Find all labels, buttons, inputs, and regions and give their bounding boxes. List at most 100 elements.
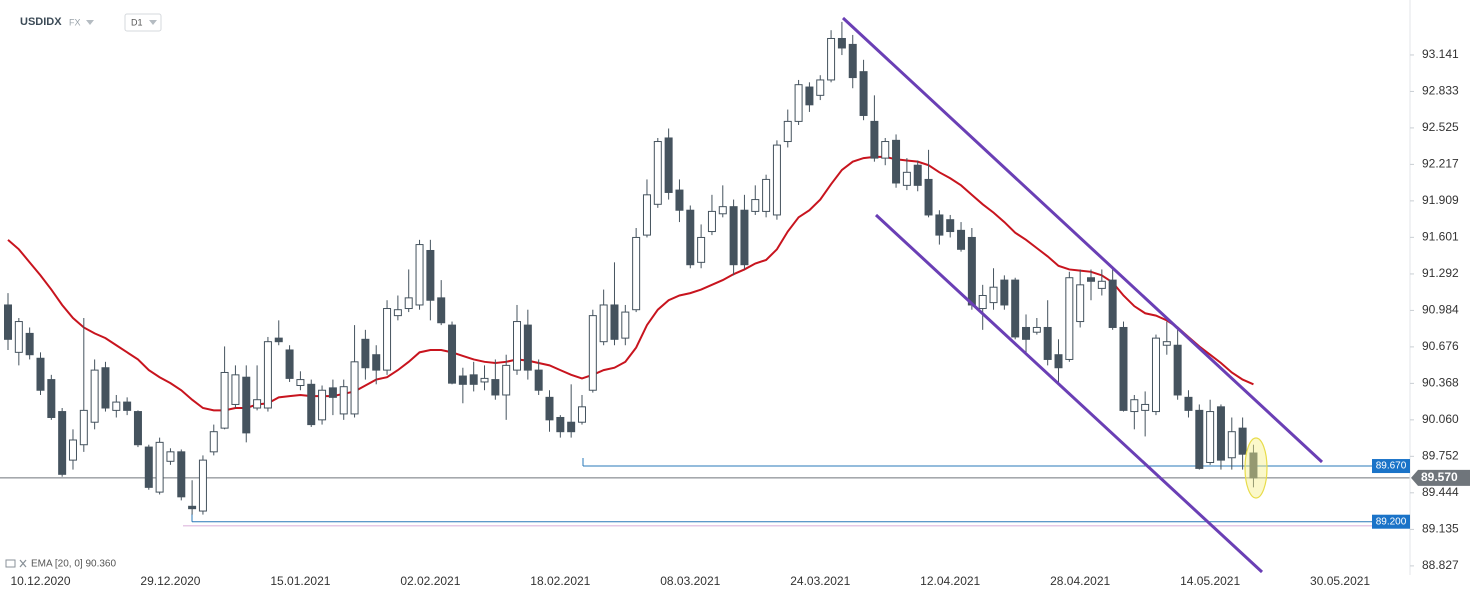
candle-body [1097, 280, 1106, 289]
candle-body [263, 341, 272, 409]
candle-body [567, 421, 576, 433]
candle-body [1032, 326, 1041, 333]
candle-body [155, 441, 164, 493]
x-tick-label: 29.12.2020 [140, 574, 200, 588]
candle-body [1249, 452, 1258, 479]
candle-body [957, 229, 966, 250]
candle-body [892, 139, 901, 184]
candle-body [361, 338, 370, 369]
x-tick-label: 28.04.2021 [1050, 574, 1110, 588]
candle-body [577, 406, 586, 423]
candle-body [697, 236, 706, 263]
candle-body [729, 206, 738, 266]
timeframe-dropdown[interactable] [149, 20, 157, 25]
candle-body [762, 178, 771, 212]
candle-body [68, 439, 77, 461]
candle-body [588, 315, 597, 391]
candle-body [783, 120, 792, 143]
candle-body [794, 84, 803, 122]
timeframe-box[interactable] [124, 13, 162, 32]
y-tick-label: 92.833 [1422, 84, 1459, 98]
candle-body [166, 451, 175, 462]
candle-body [383, 308, 392, 371]
candle-body [253, 399, 262, 409]
candle-body [296, 379, 305, 387]
candle-body [47, 379, 56, 418]
candle-body [502, 364, 511, 396]
candle-body [664, 137, 673, 193]
highlight-ellipse[interactable] [1244, 437, 1268, 499]
candle-body [1119, 326, 1128, 411]
y-tick-label: 89.135 [1422, 522, 1459, 536]
candle-body [458, 375, 467, 385]
y-tick-label: 91.292 [1422, 266, 1459, 280]
candle-body [653, 141, 662, 205]
timeframe[interactable]: D1 [131, 17, 143, 27]
candle-body [339, 386, 348, 415]
y-tick-label: 91.601 [1422, 230, 1459, 244]
candle-body [1011, 279, 1020, 338]
candle-body [1087, 277, 1095, 282]
candle-body [1054, 354, 1063, 369]
trendline-lower[interactable] [874, 213, 1264, 574]
candle-body [1162, 341, 1171, 346]
candle-body [1216, 406, 1225, 461]
candle-body [1238, 427, 1247, 455]
candle-body [1173, 344, 1182, 396]
candle-body [415, 244, 424, 306]
y-tick-label: 90.984 [1422, 303, 1459, 317]
y-tick-label: 90.676 [1422, 339, 1459, 353]
candle-body [1043, 326, 1052, 360]
candle-body [881, 141, 890, 159]
candle-body [1000, 279, 1009, 306]
candle-body [523, 324, 532, 371]
x-tick-label: 10.12.2020 [10, 574, 70, 588]
candle-body [177, 451, 186, 498]
candle-body [556, 416, 565, 433]
candle-body [837, 37, 846, 49]
x-tick-label: 15.01.2021 [270, 574, 330, 588]
candle-body [913, 164, 922, 186]
candle-body [751, 199, 760, 212]
x-tick-label: 08.03.2021 [660, 574, 720, 588]
candle-body [1022, 326, 1031, 340]
symbol[interactable]: USDIDX [20, 16, 62, 28]
candle-body [978, 294, 987, 310]
candle-body [123, 401, 132, 411]
candle-body [534, 369, 543, 391]
candle-body [924, 178, 933, 216]
candle-body [816, 79, 825, 96]
x-tick-label: 14.05.2021 [1180, 574, 1240, 588]
x-tick-label: 02.02.2021 [400, 574, 460, 588]
trendline-upper[interactable] [841, 16, 1324, 464]
y-tick-label: 90.060 [1422, 412, 1459, 426]
indicator-remove[interactable] [19, 559, 27, 568]
candle-body [513, 321, 522, 371]
candle-body [946, 219, 955, 233]
candle-body [437, 297, 446, 324]
candle-body [25, 332, 34, 356]
candle-body [79, 409, 88, 446]
indicator-icon[interactable] [5, 559, 16, 568]
candle-body [686, 209, 695, 266]
candle-body [188, 505, 197, 510]
market-dropdown[interactable] [86, 20, 94, 25]
candle-body [393, 309, 402, 317]
candle-body [4, 304, 12, 340]
candle-body [989, 286, 998, 304]
x-tick-label: 24.03.2021 [790, 574, 850, 588]
candle-body [1227, 431, 1236, 459]
candle-body [144, 446, 153, 488]
current-price-box [1411, 469, 1470, 486]
candle-body [350, 361, 359, 415]
candle-body [318, 389, 327, 421]
price-level-box [1372, 459, 1410, 474]
candle-body [372, 354, 381, 371]
y-tick-label: 92.217 [1422, 157, 1459, 171]
x-tick-label: 30.05.2021 [1310, 574, 1370, 588]
candle-body [36, 357, 45, 391]
candle-body [1206, 411, 1215, 463]
candle-body [621, 311, 630, 339]
candle-body [1108, 279, 1117, 328]
y-tick-label: 92.525 [1422, 120, 1459, 134]
